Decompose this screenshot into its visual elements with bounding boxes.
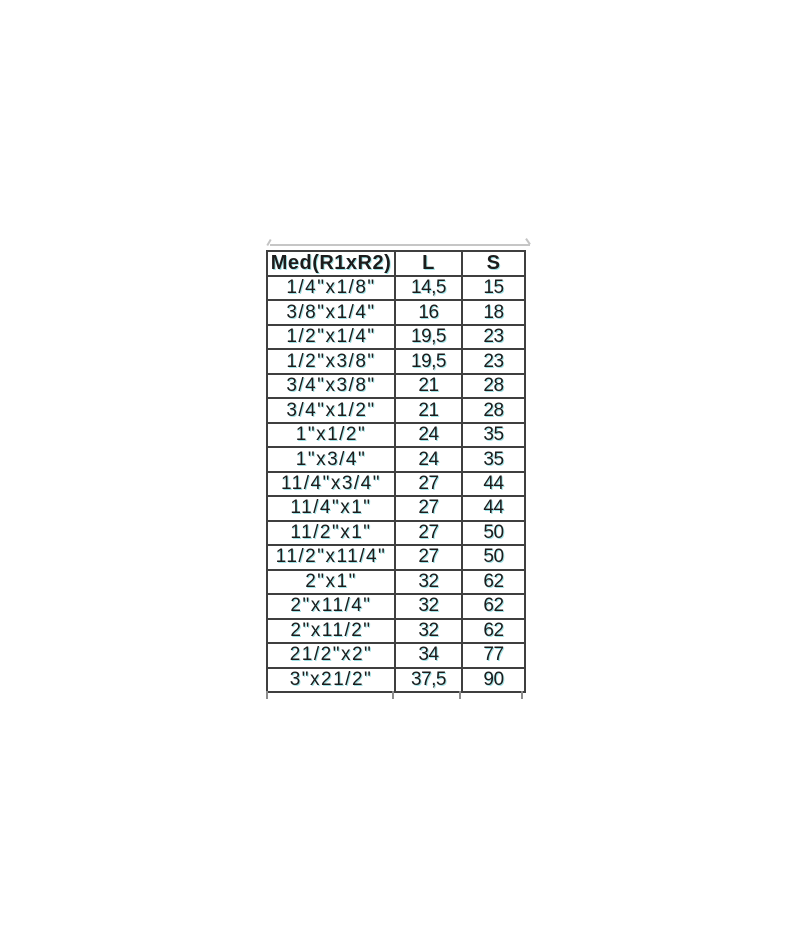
header-med: Med(R1xR2)	[266, 250, 396, 277]
s-cell: 77	[461, 642, 526, 669]
l-cell: 27	[394, 519, 463, 547]
spec-table: Med(R1xR2) L S 1/4"x1/8" 14,5 15 3/8"x1/4" 1…	[266, 250, 526, 693]
table-body: 1/4"x1/8" 14,5 15 3/8"x1/4" 16 18 1/2"x1/4" 19,…	[266, 274, 526, 693]
med-cell: 11/2"x11/4"	[266, 544, 396, 571]
med-cell: 1/2"x3/8"	[266, 348, 396, 375]
s-cell: 28	[461, 372, 526, 400]
table-row: 1/2"x3/8" 19,5 23	[266, 348, 526, 375]
s-cell: 15	[461, 274, 526, 302]
l-cell: 19,5	[394, 348, 463, 375]
s-cell: 62	[461, 568, 526, 596]
s-cell: 18	[461, 299, 526, 326]
table-row: 2"x11/4" 32 62	[266, 593, 526, 620]
l-cell: 32	[394, 593, 463, 620]
s-cell: 62	[461, 593, 526, 620]
s-cell: 35	[461, 446, 526, 473]
l-cell: 24	[394, 446, 463, 473]
table-row: 1"x3/4" 24 35	[266, 446, 526, 473]
med-cell: 1/4"x1/8"	[266, 274, 396, 302]
table-row: 2"x1" 32 62	[266, 568, 526, 596]
med-cell: 3/8"x1/4"	[266, 299, 396, 326]
l-cell: 16	[394, 299, 463, 326]
table-row: 11/4"x3/4" 27 44	[266, 470, 526, 498]
s-cell: 23	[461, 323, 526, 351]
s-cell: 50	[461, 519, 526, 547]
l-cell: 14,5	[394, 274, 463, 302]
table-row: 1"x1/2" 24 35	[266, 421, 526, 449]
spec-table-container: Med(R1xR2) L S 1/4"x1/8" 14,5 15 3/8"x1/4" 1…	[266, 250, 526, 693]
med-cell: 21/2"x2"	[266, 642, 396, 669]
table-row: 1/4"x1/8" 14,5 15	[266, 274, 526, 302]
med-cell: 3"x21/2"	[266, 666, 396, 693]
header-s: S	[461, 250, 526, 277]
s-cell: 23	[461, 348, 526, 375]
med-cell: 11/4"x3/4"	[266, 470, 396, 498]
table-header: Med(R1xR2) L S	[266, 250, 526, 277]
table-row: 2"x11/2" 32 62	[266, 617, 526, 645]
l-cell: 32	[394, 568, 463, 596]
table-row: 1/2"x1/4" 19,5 23	[266, 323, 526, 351]
med-cell: 1"x1/2"	[266, 421, 396, 449]
l-cell: 37,5	[394, 666, 463, 693]
scan-artifact-line	[270, 244, 530, 246]
table-row: 11/2"x11/4" 27 50	[266, 544, 526, 571]
l-cell: 27	[394, 470, 463, 498]
l-cell: 34	[394, 642, 463, 669]
l-cell: 19,5	[394, 323, 463, 351]
s-cell: 35	[461, 421, 526, 449]
s-cell: 44	[461, 495, 526, 522]
bottom-border-stub	[459, 691, 461, 699]
bottom-border-stub	[521, 691, 523, 699]
l-cell: 24	[394, 421, 463, 449]
l-cell: 21	[394, 372, 463, 400]
table-row: 3"x21/2" 37,5 90	[266, 666, 526, 693]
med-cell: 2"x11/4"	[266, 593, 396, 620]
l-cell: 27	[394, 544, 463, 571]
s-cell: 90	[461, 666, 526, 693]
l-cell: 27	[394, 495, 463, 522]
bottom-border-stub	[266, 691, 268, 699]
header-l: L	[394, 250, 463, 277]
med-cell: 11/4"x1"	[266, 495, 396, 522]
s-cell: 44	[461, 470, 526, 498]
table-row: 3/4"x1/2" 21 28	[266, 397, 526, 424]
med-cell: 11/2"x1"	[266, 519, 396, 547]
table-row: 3/8"x1/4" 16 18	[266, 299, 526, 326]
s-cell: 28	[461, 397, 526, 424]
med-cell: 1"x3/4"	[266, 446, 396, 473]
bottom-border-stub	[392, 691, 394, 699]
med-cell: 3/4"x3/8"	[266, 372, 396, 400]
s-cell: 62	[461, 617, 526, 645]
header-row: Med(R1xR2) L S	[266, 250, 526, 277]
med-cell: 2"x11/2"	[266, 617, 396, 645]
table-row: 3/4"x3/8" 21 28	[266, 372, 526, 400]
med-cell: 2"x1"	[266, 568, 396, 596]
table-row: 11/2"x1" 27 50	[266, 519, 526, 547]
l-cell: 21	[394, 397, 463, 424]
med-cell: 3/4"x1/2"	[266, 397, 396, 424]
l-cell: 32	[394, 617, 463, 645]
med-cell: 1/2"x1/4"	[266, 323, 396, 351]
table-row: 11/4"x1" 27 44	[266, 495, 526, 522]
table-row: 21/2"x2" 34 77	[266, 642, 526, 669]
s-cell: 50	[461, 544, 526, 571]
